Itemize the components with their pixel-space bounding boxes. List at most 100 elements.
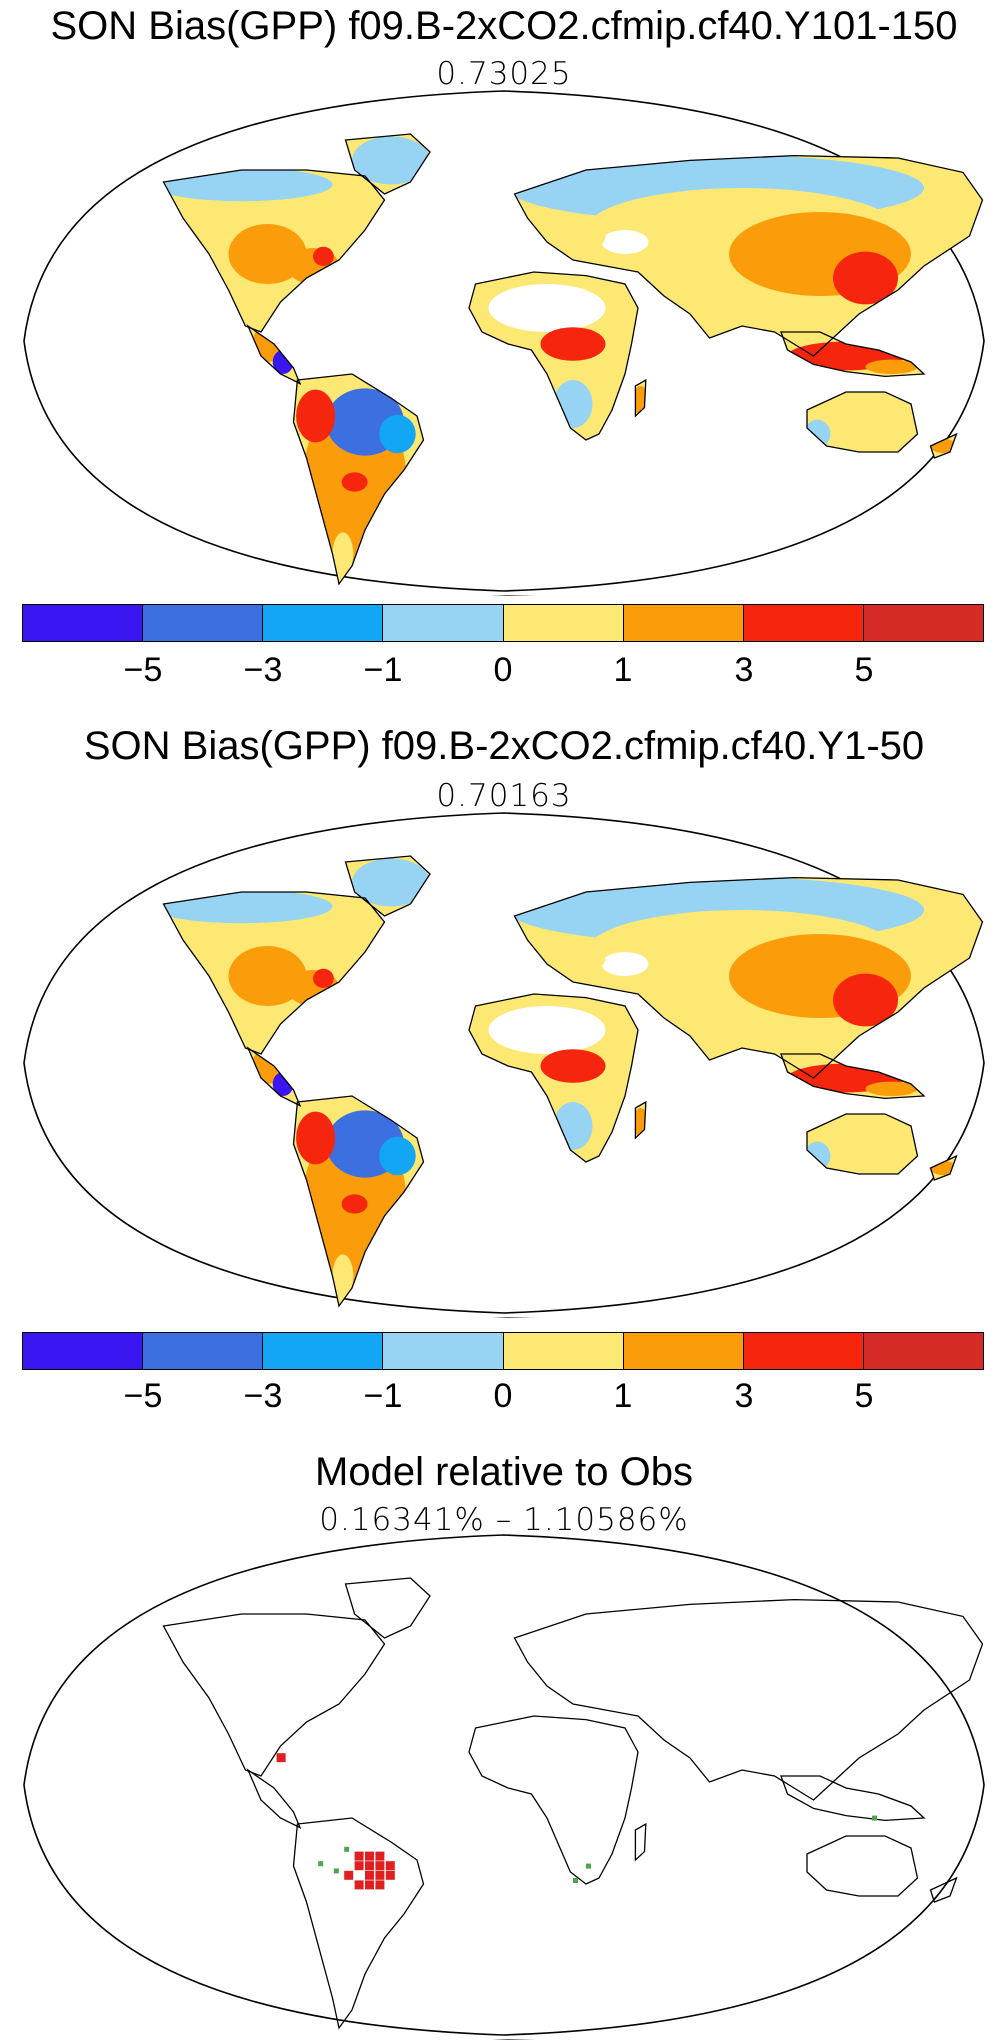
colorbar-segment	[503, 605, 624, 641]
positive-bias-cell	[375, 1861, 385, 1871]
panel2-value: 0.70163	[436, 778, 572, 814]
coastlines	[164, 134, 995, 596]
coastline-south-america	[294, 1096, 424, 1306]
coastline-europe-asia	[515, 156, 983, 356]
coastline-north-america	[164, 1614, 385, 1776]
positive-bias-cell	[276, 1753, 286, 1763]
coastline-madagascar	[635, 1102, 645, 1138]
coastline-africa	[469, 272, 638, 440]
panel1-colorbar	[22, 604, 984, 642]
panel3-value: 0.16341% – 1.10586%	[319, 1502, 689, 1538]
coastline-south-america	[294, 1818, 424, 2028]
colorbar-tick: −3	[243, 1377, 283, 1415]
colorbar-tick: 5	[854, 1377, 874, 1415]
coastline-greenland	[346, 856, 431, 916]
colorbar-segment	[383, 1333, 504, 1369]
coastline-new-zealand	[930, 1156, 956, 1180]
colorbar-segment	[743, 605, 864, 641]
coastlines	[164, 1578, 995, 2040]
panel2-title: SON Bias(GPP) f09.B-2xCO2.cfmip.cf40.Y1-…	[83, 724, 925, 768]
colorbar-tick: 1	[613, 651, 633, 689]
map-outline	[23, 1534, 985, 2036]
significance-markers	[276, 1753, 877, 1890]
coastline-africa	[469, 994, 638, 1162]
colorbar-tick: −1	[363, 651, 403, 689]
coastline-europe-asia	[515, 1600, 983, 1800]
colorbar-tick: 3	[734, 1377, 754, 1415]
negative-bias-cell	[872, 1815, 877, 1821]
colorbar-segment	[143, 1333, 264, 1369]
coastline-southeast-asia	[781, 1054, 924, 1098]
colorbar-tick: −3	[243, 651, 283, 689]
panel1-value: 0.73025	[436, 56, 572, 92]
panel2-colorbar	[22, 1332, 984, 1370]
coastline-europe-asia	[515, 878, 983, 1078]
colorbar-tick: −5	[123, 1377, 163, 1415]
panel3-map	[23, 1534, 995, 2040]
negative-bias-cell	[333, 1868, 339, 1874]
colorbar-segment	[263, 605, 384, 641]
colorbar-segment	[503, 1333, 624, 1369]
coastline-greenland	[346, 1578, 431, 1638]
negative-bias-cell	[573, 1878, 578, 1883]
colorbar-tick: 0	[493, 1377, 513, 1415]
coastline-southeast-asia	[781, 1776, 924, 1820]
coastline-new-zealand	[930, 1878, 956, 1902]
positive-bias-cell	[344, 1870, 354, 1880]
positive-bias-cell	[354, 1880, 364, 1890]
coastline-africa	[469, 1716, 638, 1884]
coastline-greenland	[346, 134, 431, 194]
colorbar-segment	[863, 1333, 983, 1369]
colorbar-tick: 1	[613, 1377, 633, 1415]
region-europe-asia	[514, 155, 983, 356]
coastline-north-america	[164, 170, 385, 332]
positive-bias-cell	[375, 1880, 385, 1890]
colorbar-segment	[623, 1333, 744, 1369]
coastline-madagascar	[635, 1824, 645, 1860]
coastline-australia	[807, 1114, 917, 1174]
coastline-central-america	[248, 326, 300, 384]
negative-bias-cell	[586, 1863, 591, 1869]
negative-bias-cell	[344, 1846, 350, 1852]
panel1-title: SON Bias(GPP) f09.B-2xCO2.cfmip.cf40.Y10…	[50, 4, 958, 48]
panel1-colorbar-ticks: −5 −3 −1 0 1 3 5	[0, 650, 1008, 690]
map-frame	[23, 1534, 985, 2036]
colorbar-segment	[23, 1333, 144, 1369]
positive-bias-cell	[385, 1870, 395, 1880]
colorbar-tick: 5	[854, 651, 874, 689]
coastline-central-america	[248, 1048, 300, 1106]
panel2-colorbar-ticks: −5 −3 −1 0 1 3 5	[0, 1376, 1008, 1416]
positive-bias-cell	[354, 1861, 364, 1871]
coastline-north-america	[164, 892, 385, 1054]
colorbar-segment	[383, 605, 504, 641]
colorbar-segment	[143, 605, 264, 641]
panel3-title: Model relative to Obs	[315, 1450, 693, 1494]
positive-bias-cell	[365, 1851, 374, 1861]
colorbar-segment	[863, 605, 983, 641]
negative-bias-cell	[318, 1861, 324, 1867]
positive-bias-cell	[375, 1870, 385, 1880]
coastline-central-america	[248, 1770, 300, 1828]
colorbar-segment	[263, 1333, 384, 1369]
colorbar-tick: −1	[363, 1377, 403, 1415]
colorbar-segment	[743, 1333, 864, 1369]
region-greenland	[345, 134, 430, 194]
positive-bias-cell	[365, 1861, 374, 1871]
coastlines	[164, 856, 995, 1318]
colorbar-tick: 3	[734, 651, 754, 689]
positive-bias-cell	[375, 1851, 385, 1861]
colorbar-segment	[23, 605, 144, 641]
coastline-south-america	[294, 374, 424, 584]
coastline-australia	[807, 392, 917, 452]
colorbar-tick: 0	[493, 651, 513, 689]
positive-bias-cell	[365, 1880, 374, 1890]
positive-bias-cell	[354, 1851, 364, 1861]
colorbar-tick: −5	[123, 651, 163, 689]
positive-bias-cell	[365, 1870, 374, 1880]
positive-bias-cell	[385, 1861, 395, 1871]
coastline-southeast-asia	[781, 332, 924, 376]
panel1-map	[23, 90, 995, 596]
coastline-madagascar	[635, 380, 645, 416]
coastline-new-zealand	[930, 434, 956, 458]
coastline-australia	[807, 1836, 917, 1896]
